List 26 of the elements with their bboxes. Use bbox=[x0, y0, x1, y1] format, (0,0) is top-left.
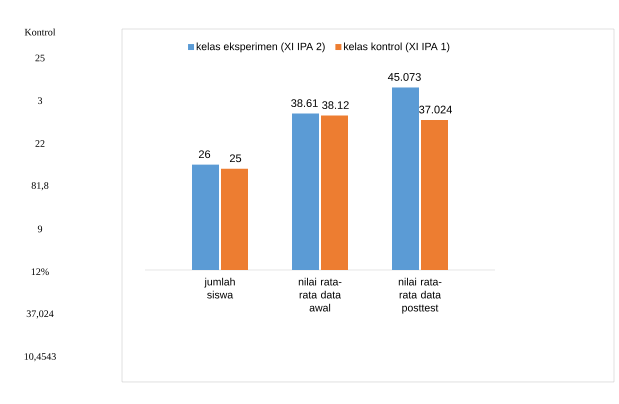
text: 9 bbox=[38, 226, 42, 232]
data-label: 38.61 bbox=[291, 99, 318, 108]
data-label: 45.073 bbox=[388, 73, 421, 81]
bar bbox=[192, 164, 220, 270]
bar bbox=[392, 87, 419, 270]
legend-label: kelas kontrol (XI IPA 1) bbox=[344, 42, 450, 52]
bar bbox=[421, 120, 448, 270]
x-tick-label: nilai rata-rata data posttest bbox=[398, 278, 442, 314]
text: Kontrol bbox=[24, 28, 56, 36]
text: 12% bbox=[32, 268, 49, 276]
bar bbox=[221, 168, 248, 270]
x-tick-label: nilai rata-rata data awal bbox=[298, 278, 342, 312]
text: 25 bbox=[35, 54, 45, 62]
bar bbox=[321, 116, 348, 270]
text: 3 bbox=[38, 97, 42, 104]
text: 81,8 bbox=[32, 182, 48, 190]
bar bbox=[292, 114, 320, 270]
text: 22 bbox=[35, 140, 44, 147]
text: 10,4543 bbox=[24, 353, 56, 362]
data-label: 25 bbox=[230, 154, 242, 162]
legend-label: kelas eksperimen (XI IPA 2) bbox=[196, 42, 325, 52]
data-label: 26 bbox=[198, 150, 210, 158]
text: 37,024 bbox=[26, 310, 54, 319]
x-tick-label: jumlah siswa bbox=[204, 278, 235, 299]
data-label: 37.024 bbox=[419, 106, 452, 114]
data-label: 38.12 bbox=[322, 101, 349, 110]
